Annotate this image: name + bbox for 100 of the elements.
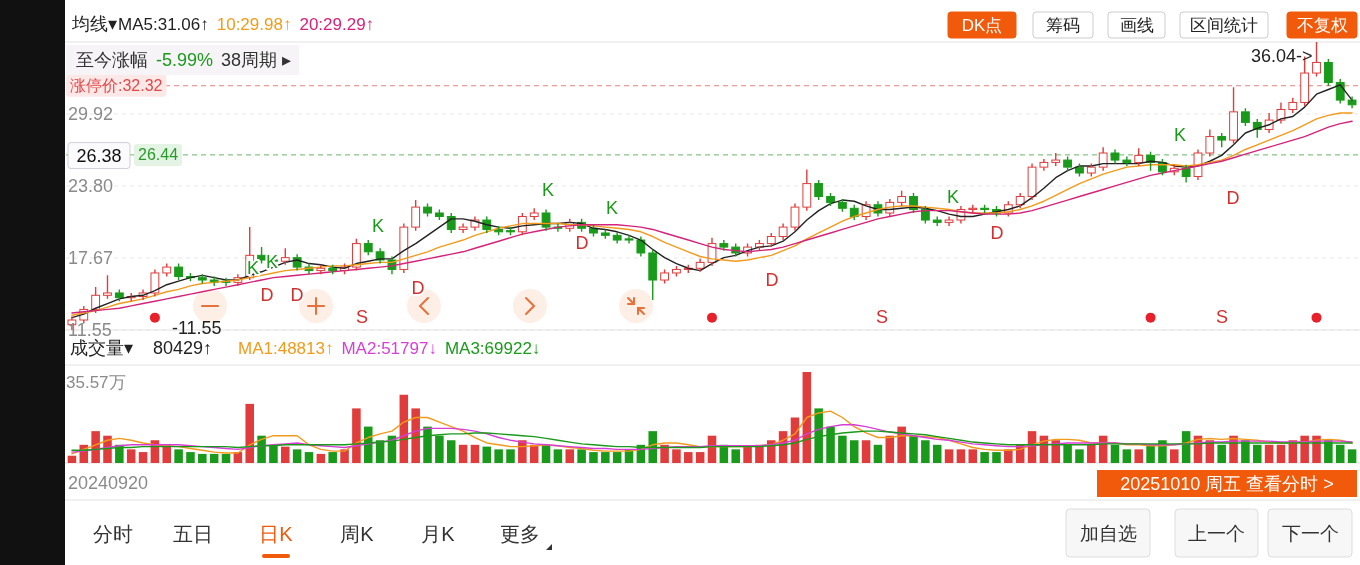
text: 80429↑ (153, 338, 213, 358)
bar (174, 449, 183, 463)
text: 上一个 (1188, 522, 1245, 544)
text: 分时 (93, 523, 133, 545)
bar (458, 444, 468, 463)
bar (601, 452, 610, 463)
bar (1087, 444, 1096, 463)
annotation: D (411, 278, 425, 298)
text: MA2:51797↓ (341, 338, 437, 358)
text: 日K (259, 523, 294, 545)
annotation: K (371, 216, 385, 236)
bar (968, 449, 978, 463)
bar (411, 408, 420, 463)
bar (1170, 449, 1179, 463)
candlestick (636, 235, 646, 258)
bar (506, 449, 515, 463)
bar (589, 452, 598, 463)
candlestick (1229, 86, 1238, 145)
bar (352, 408, 361, 463)
y-tick-label: 11.55 (68, 320, 112, 340)
bar (921, 440, 930, 463)
candlestick (695, 258, 705, 273)
bar (849, 440, 859, 463)
bar (565, 449, 575, 463)
bar (126, 449, 136, 463)
candlestick (648, 248, 658, 301)
text: 10:29.98↑ (216, 14, 292, 34)
bar (470, 444, 480, 463)
y-tick-label: 23.80 (68, 175, 114, 196)
annotation: -5.99% (156, 50, 214, 70)
text: 画线 (1119, 15, 1154, 35)
bar (316, 453, 326, 463)
annotation: K (946, 187, 960, 207)
bar (209, 453, 219, 463)
text: DK点 (961, 15, 1003, 35)
bar (553, 449, 563, 463)
candlestick (1110, 148, 1120, 165)
bar (838, 435, 847, 463)
annotation: K (1173, 125, 1187, 145)
candlestick (944, 215, 954, 227)
annotation: K (541, 180, 555, 200)
candlestick (150, 268, 160, 298)
bar (612, 452, 622, 463)
bar (672, 449, 681, 463)
annotation: D (260, 285, 274, 305)
y-tick-label: 17.67 (68, 248, 114, 269)
annotation: -11.55 (171, 318, 222, 338)
text: 成交量▾ (70, 338, 134, 358)
annotation: D (290, 285, 304, 305)
candlestick (612, 231, 622, 245)
candlestick (778, 222, 788, 241)
text: 更多 (500, 523, 540, 545)
text: 月K (421, 523, 456, 545)
bar (944, 449, 954, 463)
candlestick (103, 274, 112, 300)
candlestick (1027, 162, 1037, 201)
ref-line-label: 26.44 (138, 146, 179, 164)
text: 均线▾ (71, 14, 118, 34)
annotation: 36.04-> (1250, 46, 1313, 66)
bar (518, 440, 527, 463)
bar (138, 452, 148, 463)
bar (1075, 449, 1084, 463)
text: 不复权 (1296, 15, 1348, 35)
candlestick (1122, 155, 1132, 167)
annotation: 26.38 (76, 145, 122, 166)
text: 20240920 (68, 473, 149, 493)
bar (1347, 449, 1357, 463)
bar (577, 449, 586, 463)
candlestick (1276, 101, 1286, 125)
text: 区间统计 (1190, 15, 1258, 35)
bar (932, 444, 942, 463)
candlestick (1288, 97, 1298, 114)
bar (992, 452, 1001, 463)
text: 20:29.29↑ (299, 14, 375, 34)
text: MA1:48813↑ (238, 338, 334, 358)
bar (1264, 444, 1274, 463)
annotation: 至今涨幅 (76, 50, 148, 70)
bar (956, 449, 966, 463)
ref-line-label: 涨停价:32.32 (70, 77, 163, 95)
annotation: S (875, 307, 889, 327)
bar (1134, 449, 1143, 463)
annotation: D (1226, 188, 1240, 208)
candlestick (1312, 41, 1321, 78)
bar (198, 453, 207, 463)
annotation: S (1215, 307, 1229, 327)
candlestick (1039, 158, 1049, 172)
bar (494, 449, 503, 463)
annotation: K (605, 198, 619, 218)
annotation: D (990, 223, 1004, 243)
bar (1122, 449, 1132, 463)
bar (304, 452, 314, 463)
bar (660, 444, 669, 463)
text: 五日 (173, 523, 213, 545)
text: 20251010 周五 查看分时 > (1120, 474, 1334, 494)
bar (67, 455, 77, 463)
bar (861, 440, 871, 463)
candlestick (458, 222, 468, 234)
text: 下一个 (1281, 522, 1339, 544)
annotation: D (575, 233, 589, 253)
candlestick (316, 264, 326, 275)
